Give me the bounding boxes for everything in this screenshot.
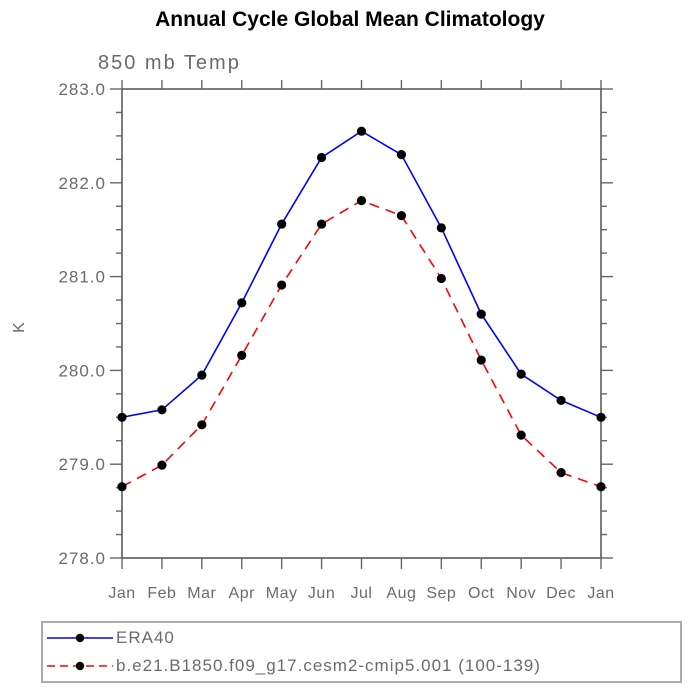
- x-tick-label: Mar: [187, 585, 216, 602]
- model-point-marker: [476, 355, 486, 365]
- y-tick-label: 283.0: [58, 80, 106, 99]
- x-tick-label: Jul: [351, 585, 373, 602]
- legend-item-model: b.e21.B1850.f09_g17.cesm2-cmip5.001 (100…: [43, 652, 680, 680]
- model-point-marker: [157, 460, 167, 470]
- x-tick-label: Nov: [506, 585, 536, 602]
- y-tick-label: 279.0: [58, 455, 106, 474]
- era40-line: [121, 130, 602, 419]
- model-point-marker: [396, 211, 407, 221]
- x-tick-label: Sep: [426, 585, 456, 602]
- model-point-marker: [516, 430, 526, 440]
- x-tick-label: Jan: [108, 585, 135, 602]
- x-tick-label: Jun: [308, 585, 335, 602]
- chart-title: Annual Cycle Global Mean Climatology: [155, 8, 545, 31]
- x-tick-label: Feb: [147, 585, 176, 602]
- era40-point-marker: [197, 370, 207, 380]
- era40-point-marker: [316, 152, 327, 163]
- era40-line-sample-icon: [47, 633, 113, 642]
- y-tick-label: 282.0: [58, 174, 106, 193]
- era40-point-marker: [596, 412, 606, 422]
- y-tick-label: 280.0: [58, 361, 106, 380]
- era40-point-marker: [556, 395, 566, 406]
- era40-point-marker: [157, 405, 167, 415]
- legend-box: ERA40 b.e21.B1850.f09_g17.cesm2-cmip5.00…: [41, 621, 682, 683]
- axis-frame: [121, 88, 602, 559]
- model-line-sample-icon: [47, 662, 113, 671]
- model-point-marker: [316, 219, 327, 229]
- model-point-marker: [356, 196, 367, 206]
- model-point-marker: [277, 280, 287, 290]
- y-tick-label: 281.0: [58, 268, 106, 287]
- chart-subtitle: 850 mb Temp: [98, 52, 241, 74]
- model-point-marker: [197, 420, 207, 430]
- era40-point-marker: [356, 126, 367, 136]
- model-line: [121, 199, 602, 488]
- x-tick-label: Aug: [386, 585, 416, 602]
- x-tick-label: May: [266, 585, 298, 602]
- era40-point-marker: [516, 369, 526, 379]
- model-point-marker: [556, 468, 566, 478]
- era40-point-marker: [396, 150, 407, 160]
- y-tick-label: 278.0: [58, 549, 106, 568]
- model-point-marker: [596, 482, 606, 492]
- era40-point-marker: [237, 298, 247, 308]
- x-tick-label: Apr: [229, 585, 256, 602]
- era40-point-marker: [436, 223, 446, 233]
- legend-item-era40: ERA40: [43, 624, 680, 652]
- model-point-marker: [436, 273, 446, 284]
- x-tick-label: Oct: [468, 585, 494, 602]
- model-point-marker: [237, 350, 247, 360]
- model-point-marker: [117, 482, 127, 492]
- era40-point-marker: [277, 219, 287, 229]
- x-tick-label: Dec: [546, 585, 576, 602]
- legend-label-model: b.e21.B1850.f09_g17.cesm2-cmip5.001 (100…: [116, 656, 541, 676]
- legend-label-era40: ERA40: [116, 627, 175, 647]
- era40-point-marker: [117, 412, 127, 422]
- era40-point-marker: [476, 309, 486, 319]
- x-tick-label: Jan: [587, 585, 614, 602]
